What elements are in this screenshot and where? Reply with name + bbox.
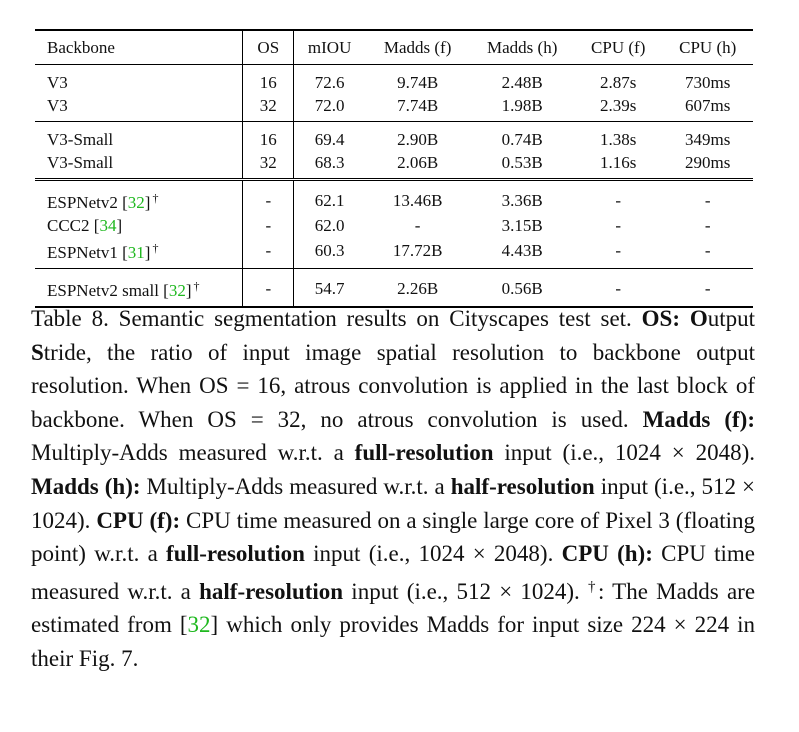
- cell-os: 16: [242, 64, 294, 94]
- header-backbone: Backbone: [47, 38, 115, 57]
- results-table: Backbone OS mIOU Madds (f) Madds (h) CPU…: [35, 29, 753, 308]
- cell-madds-f: 9.74B: [397, 73, 439, 92]
- cell-madds-h: 1.98B: [501, 96, 543, 115]
- table-body: V3 16 72.6 9.74B 2.48B 2.87s 730ms V3 32 72.0 7.74…: [35, 64, 753, 307]
- cell-backbone: CCC2 [34]: [47, 216, 123, 235]
- cell-os: 16: [242, 121, 294, 151]
- cell-miou: 62.0: [293, 214, 365, 237]
- table-row: CCC2 [34] -62.0-3.15B - -: [35, 214, 753, 237]
- cell-cpu-h: 349ms: [685, 130, 731, 149]
- cell-cpu-h: -: [704, 191, 711, 210]
- cell-os: -: [242, 179, 294, 214]
- header-cpu-f: CPU (f): [591, 38, 646, 57]
- backbone-name: ESPNetv2 small: [47, 281, 159, 300]
- table-header-row: Backbone OS mIOU Madds (f) Madds (h) CPU…: [35, 30, 753, 65]
- cell-miou: 60.3: [293, 237, 365, 269]
- cell-backbone: V3: [35, 65, 243, 95]
- caption-term-madds-f: Madds (f):: [642, 406, 755, 432]
- cell-cpu-h: 730ms: [685, 73, 731, 92]
- cell-backbone: V3-Small: [35, 151, 243, 180]
- header-madds-h: Madds (h): [487, 38, 558, 57]
- cell-cpu-f: 2.87s: [600, 73, 637, 92]
- cell-cpu-f: 1.38s: [600, 130, 637, 149]
- cell-madds-f: 13.46B: [392, 191, 443, 210]
- cell-backbone: ESPNetv2 small [32] †: [47, 279, 200, 300]
- cell-cpu-f: -: [615, 216, 622, 235]
- cell-os: -: [242, 214, 294, 237]
- table-row: ESPNetv2 [32] † -62.1 13.46B 3.36B - -: [35, 179, 753, 214]
- dagger-mark: †: [193, 279, 200, 293]
- backbone-name: V3: [47, 73, 68, 92]
- cell-os: 32: [242, 94, 294, 122]
- caption-term-cpu-h: CPU (h):: [561, 541, 653, 567]
- citation-link[interactable]: 34: [99, 216, 117, 235]
- cell-miou: 62.1: [293, 179, 365, 214]
- cell-backbone: ESPNetv2 [32] †: [47, 191, 159, 212]
- table-row: V3-Small 32 68.3 2.06B 0.53B 1.16s 290ms: [35, 151, 753, 180]
- cell-cpu-f: -: [615, 279, 622, 298]
- dagger-mark: †: [152, 191, 159, 205]
- cell-madds-f: 2.06B: [397, 153, 439, 172]
- cell-cpu-h: -: [704, 216, 711, 235]
- cell-cpu-h: 290ms: [685, 153, 731, 172]
- cell-cpu-f: 2.39s: [600, 96, 637, 115]
- backbone-name: ESPNetv2: [47, 193, 118, 212]
- cell-madds-h: 4.43B: [501, 241, 543, 260]
- cell-madds-h: 0.56B: [501, 279, 543, 298]
- backbone-name: CCC2: [47, 216, 90, 235]
- cell-cpu-h: -: [704, 241, 711, 260]
- header-madds-f: Madds (f): [383, 38, 452, 57]
- cell-madds-f: -: [414, 216, 421, 235]
- cell-miou: 54.7: [293, 268, 365, 307]
- cell-os: -: [242, 268, 294, 307]
- cell-backbone: V3: [35, 94, 243, 122]
- caption-term-madds-h: Madds (h):: [31, 473, 141, 499]
- cell-madds-f: 17.72B: [392, 241, 443, 260]
- cell-madds-f: 7.74B: [397, 96, 439, 115]
- cell-cpu-h: -: [704, 279, 711, 298]
- header-os: OS: [242, 30, 294, 65]
- cell-madds-h: 3.36B: [501, 191, 543, 210]
- cell-cpu-f: -: [615, 191, 622, 210]
- table-row: V3 32 72.0 7.74B 1.98B 2.39s 607ms: [35, 94, 753, 122]
- caption-term-cpu-f: CPU (f):: [96, 507, 181, 533]
- cell-madds-f: 2.26B: [397, 279, 439, 298]
- header-cpu-h: CPU (h): [679, 38, 737, 57]
- table-row: ESPNetv1 [31] † -60.3 17.72B 4.43B - -: [35, 237, 753, 269]
- caption-dagger: †: [588, 578, 598, 595]
- backbone-name: V3-Small: [47, 153, 114, 172]
- cell-miou: 68.3: [293, 151, 365, 180]
- table-row: ESPNetv2 small [32] † -54.7 2.26B 0.56B - -: [35, 268, 753, 307]
- cell-miou: 69.4: [293, 121, 365, 151]
- caption-citation-link[interactable]: 32: [187, 612, 211, 638]
- table-row: V3-Small 16 69.4 2.90B 0.74B 1.38s 349ms: [35, 121, 753, 152]
- cell-miou: 72.0: [293, 94, 365, 122]
- cell-madds-h: 0.53B: [501, 153, 543, 172]
- cell-miou: 72.6: [293, 64, 365, 94]
- cell-cpu-f: 1.16s: [600, 153, 637, 172]
- cell-madds-h: 2.48B: [501, 73, 543, 92]
- table-row: V3 16 72.6 9.74B 2.48B 2.87s 730ms: [35, 64, 753, 95]
- cell-os: 32: [242, 151, 294, 180]
- table-caption: Table 8. Semantic segmentation results o…: [31, 306, 756, 671]
- backbone-name: V3-Small: [47, 130, 114, 149]
- cell-os: -: [242, 237, 294, 269]
- backbone-name: V3: [47, 96, 68, 115]
- cell-madds-h: 0.74B: [501, 130, 543, 149]
- cell-cpu-h: 607ms: [685, 96, 731, 115]
- dagger-mark: †: [152, 241, 159, 255]
- backbone-name: ESPNetv1: [47, 243, 118, 262]
- cell-backbone: V3-Small: [35, 122, 243, 152]
- cell-backbone: ESPNetv1 [31] †: [47, 241, 159, 262]
- caption-label: Table 8.: [31, 306, 109, 331]
- results-table-container: Backbone OS mIOU Madds (f) Madds (h) CPU…: [35, 29, 753, 308]
- cell-cpu-f: -: [615, 241, 622, 260]
- cell-madds-f: 2.90B: [397, 130, 439, 149]
- caption-term-os: OS:: [641, 306, 680, 331]
- cell-madds-h: 3.15B: [501, 216, 543, 235]
- citation-link[interactable]: 31: [127, 243, 145, 262]
- header-miou: mIOU: [293, 30, 365, 65]
- citation-link[interactable]: 32: [168, 281, 186, 300]
- citation-link[interactable]: 32: [127, 193, 145, 212]
